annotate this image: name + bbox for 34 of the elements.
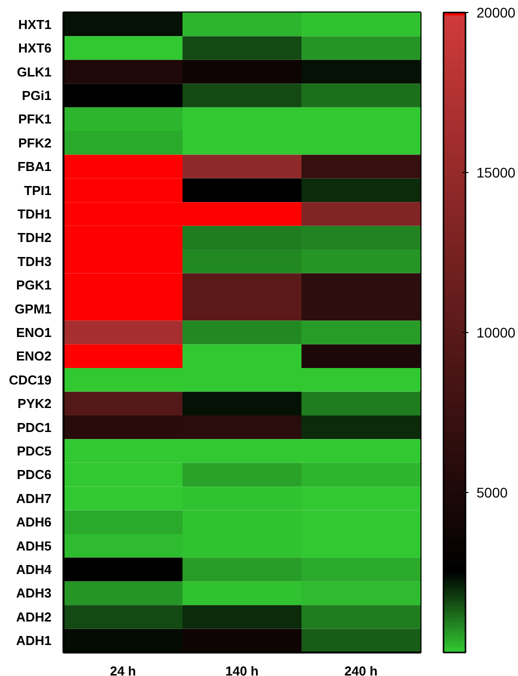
color-bar-label: 20000 <box>476 4 516 20</box>
x-tick-label: 240 h <box>344 664 378 676</box>
y-tick-label: PDC6 <box>16 467 52 482</box>
y-tick-label: ADH4 <box>16 562 52 578</box>
y-tick-label: PDC5 <box>16 444 52 459</box>
y-tick-label: GLK1 <box>16 64 52 80</box>
y-tick-label: ADH2 <box>16 609 52 624</box>
y-tick-label: ADH1 <box>16 633 52 648</box>
color-bar-label: 5000 <box>476 484 508 500</box>
y-tick-label: PGK1 <box>16 278 52 293</box>
y-tick-label: PDC1 <box>16 420 52 435</box>
y-tick-label: CDC19 <box>8 372 52 388</box>
y-tick-label: TDH1 <box>18 206 52 222</box>
y-tick-label: HXT6 <box>18 40 52 56</box>
x-tick-label: 140 h <box>225 664 259 676</box>
y-tick-label: TDH2 <box>18 230 52 246</box>
y-tick-label: TDH3 <box>18 254 52 269</box>
y-tick-label: TPI1 <box>24 182 52 198</box>
y-tick-label: PYK2 <box>18 396 52 412</box>
y-tick-label: ENO1 <box>16 325 52 340</box>
y-tick-label: PFK1 <box>18 112 52 127</box>
color-bar-label: 10000 <box>476 324 516 340</box>
y-tick-label: ADH5 <box>16 538 52 554</box>
x-tick-label: 24 h <box>110 664 136 676</box>
y-tick-label: ADH3 <box>16 586 52 601</box>
y-tick-label: ENO2 <box>16 348 52 364</box>
y-tick-label: GPM1 <box>14 301 52 316</box>
color-bar-label: 15000 <box>476 164 516 180</box>
y-tick-label: ADH7 <box>16 490 52 506</box>
y-tick-label: ADH6 <box>16 514 52 530</box>
y-tick-label: FBA1 <box>18 159 52 174</box>
y-tick-label: PGi1 <box>22 88 52 103</box>
y-tick-label: HXT1 <box>18 16 52 32</box>
y-tick-label: PFK2 <box>18 135 52 150</box>
